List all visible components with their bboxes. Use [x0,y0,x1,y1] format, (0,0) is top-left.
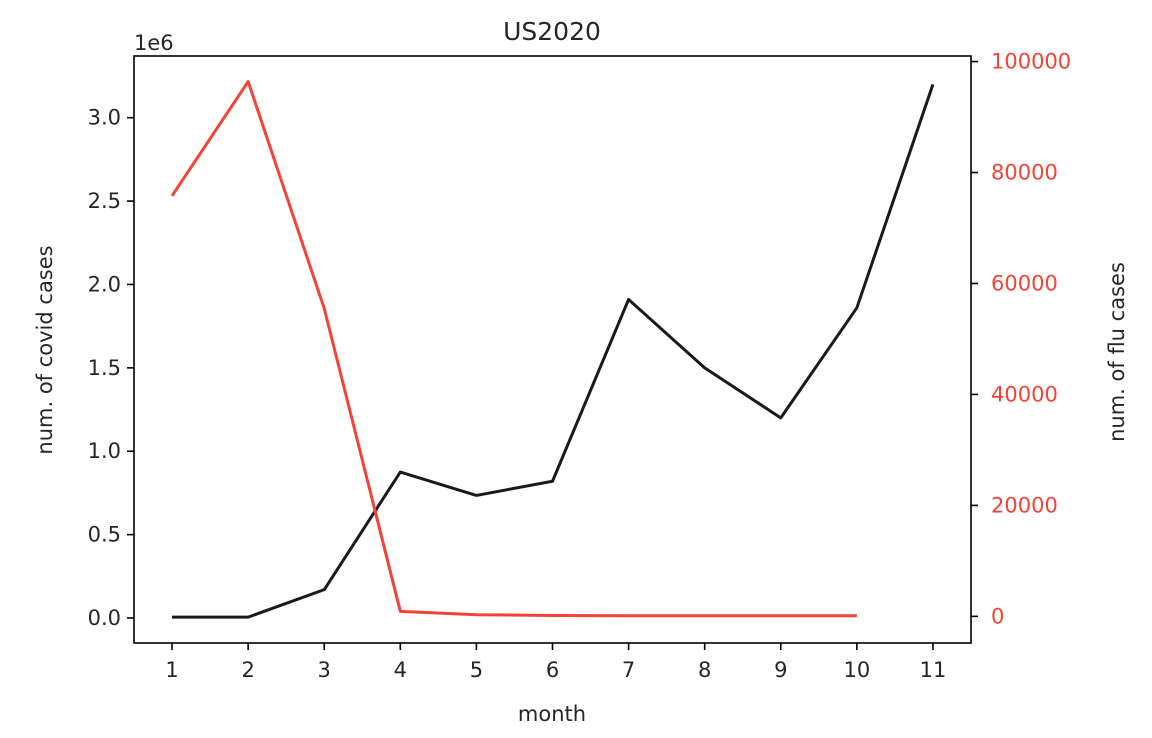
covid-cases-line [172,83,935,619]
x-axis: 1 2 3 4 5 6 7 8 9 10 11 [165,643,946,682]
x-tick-label: 7 [622,658,635,682]
flu-cases-line [170,80,857,618]
x-tick-label: 1 [165,658,178,682]
left-y-tick-label: 0.0 [88,606,121,630]
right-axis: 0 20000 40000 60000 80000 100000 [971,50,1071,628]
x-tick-label: 3 [318,658,331,682]
chart-title: US2020 [503,17,601,46]
left-y-tick-label: 2.0 [88,272,121,296]
right-y-axis-label: num. of flu cases [1105,262,1129,442]
series-layer [170,80,935,619]
left-y-tick-label: 1.5 [88,356,121,380]
right-y-tick-label: 60000 [991,271,1058,295]
x-tick-label: 5 [470,658,483,682]
left-y-tick-label: 0.5 [88,523,121,547]
plot-frame [133,55,972,644]
right-y-tick-label: 20000 [991,493,1058,517]
left-y-tick-label: 2.5 [88,189,121,213]
x-axis-label: month [518,702,586,726]
x-tick-label: 10 [843,658,870,682]
right-y-tick-label: 100000 [991,50,1071,74]
left-y-tick-label: 1.0 [88,439,121,463]
x-tick-label: 11 [920,658,947,682]
x-tick-label: 9 [774,658,787,682]
right-y-tick-label: 40000 [991,382,1058,406]
left-y-axis-label: num. of covid cases [33,245,57,454]
x-tick-label: 4 [394,658,407,682]
x-tick-label: 6 [546,658,559,682]
left-axis-offset-label: 1e6 [134,31,174,55]
right-y-tick-label: 80000 [991,161,1058,185]
left-y-tick-label: 3.0 [88,106,121,130]
left-axis: 0.0 0.5 1.0 1.5 2.0 2.5 3.0 [88,106,134,630]
right-y-tick-label: 0 [991,604,1004,628]
x-tick-label: 2 [241,658,254,682]
x-tick-label: 8 [698,658,711,682]
